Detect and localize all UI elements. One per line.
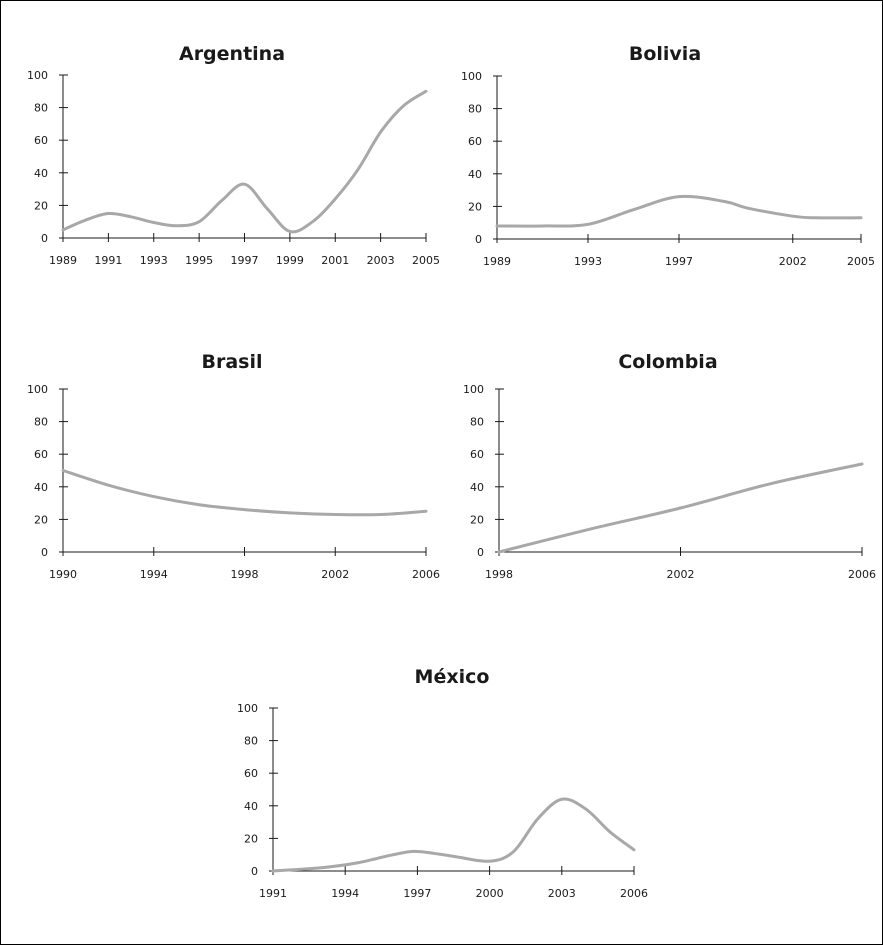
y-tick-label: 60 — [34, 448, 48, 461]
series-line-bolivia — [495, 194, 863, 228]
chart-title: Bolivia — [629, 43, 701, 65]
x-tick-label: 2005 — [847, 255, 875, 268]
y-tick-label: 100 — [461, 70, 482, 83]
y-tick-label: 80 — [34, 102, 48, 115]
series-line-brasil — [61, 469, 428, 517]
x-tick-label: 1989 — [49, 254, 77, 267]
y-tick-label: 80 — [244, 735, 258, 748]
chart-title: Argentina — [179, 43, 285, 65]
y-tick-label: 100 — [237, 702, 258, 715]
y-tick-label: 60 — [470, 448, 484, 461]
x-tick-label: 1998 — [231, 568, 259, 581]
series-line-mexico — [271, 797, 636, 873]
y-tick-label: 80 — [468, 103, 482, 116]
chart-panel-colombia: Colombia 0 20 40 60 80 100 1998 2002 2006 — [463, 351, 876, 581]
y-tick-label: 40 — [34, 481, 48, 494]
x-tick-label: 1989 — [483, 255, 511, 268]
y-tick-label: 20 — [468, 200, 482, 213]
y-tick-label: 80 — [34, 416, 48, 429]
series-line-argentina — [61, 89, 428, 234]
x-tick-label: 1991 — [94, 254, 122, 267]
y-tick-label: 0 — [251, 865, 258, 878]
x-tick-label: 2003 — [367, 254, 395, 267]
y-tick-label: 0 — [477, 546, 484, 559]
x-tick-label: 1994 — [331, 887, 359, 900]
y-tick-label: 40 — [470, 481, 484, 494]
x-tick-label: 1995 — [185, 254, 213, 267]
x-tick-label: 1997 — [403, 887, 431, 900]
x-tick-label: 1994 — [140, 568, 168, 581]
x-tick-label: 1991 — [259, 887, 287, 900]
y-tick-label: 20 — [244, 832, 258, 845]
x-tick-label: 2005 — [412, 254, 440, 267]
x-tick-label: 1999 — [276, 254, 304, 267]
x-tick-label: 2002 — [321, 568, 349, 581]
x-tick-label: 2006 — [412, 568, 440, 581]
y-tick-label: 60 — [468, 135, 482, 148]
x-tick-label: 2006 — [620, 887, 648, 900]
y-tick-label: 40 — [244, 800, 258, 813]
y-tick-label: 100 — [27, 69, 48, 82]
x-tick-label: 1993 — [140, 254, 168, 267]
y-tick-label: 20 — [470, 513, 484, 526]
y-tick-label: 40 — [468, 168, 482, 181]
x-tick-label: 2003 — [548, 887, 576, 900]
x-tick-label: 1997 — [665, 255, 693, 268]
y-tick-label: 60 — [34, 134, 48, 147]
x-tick-label: 1997 — [231, 254, 259, 267]
y-tick-label: 40 — [34, 167, 48, 180]
chart-title: Brasil — [201, 351, 262, 373]
x-tick-label: 1990 — [49, 568, 77, 581]
x-tick-label: 1993 — [574, 255, 602, 268]
y-tick-label: 60 — [244, 767, 258, 780]
x-tick-label: 2000 — [476, 887, 504, 900]
chart-panel-mexico: México 0 20 40 60 80 100 1991 1994 1997 2000 2003 20… — [237, 666, 648, 900]
y-tick-label: 100 — [463, 383, 484, 396]
chart-title: México — [415, 666, 490, 688]
chart-panel-argentina: Argentina 0 20 40 60 80 100 1989 1991 1993 1995 199… — [27, 43, 440, 267]
x-tick-label: 2001 — [321, 254, 349, 267]
y-tick-label: 0 — [475, 233, 482, 246]
x-tick-label: 1998 — [485, 568, 513, 581]
y-tick-label: 80 — [470, 416, 484, 429]
chart-panel-brasil: Brasil 0 20 40 60 80 100 1990 1994 1998 2002 2006 — [27, 351, 440, 581]
x-tick-label: 2002 — [779, 255, 807, 268]
series-line-colombia — [497, 462, 864, 554]
x-tick-label: 2006 — [848, 568, 876, 581]
y-tick-label: 20 — [34, 199, 48, 212]
y-tick-label: 100 — [27, 383, 48, 396]
y-tick-label: 0 — [41, 546, 48, 559]
chart-title: Colombia — [618, 351, 717, 373]
x-tick-label: 2002 — [667, 568, 695, 581]
y-tick-label: 20 — [34, 513, 48, 526]
y-tick-label: 0 — [41, 232, 48, 245]
chart-panel-bolivia: Bolivia 0 20 40 60 80 100 1989 1993 1997 2002 2005 — [461, 43, 875, 268]
